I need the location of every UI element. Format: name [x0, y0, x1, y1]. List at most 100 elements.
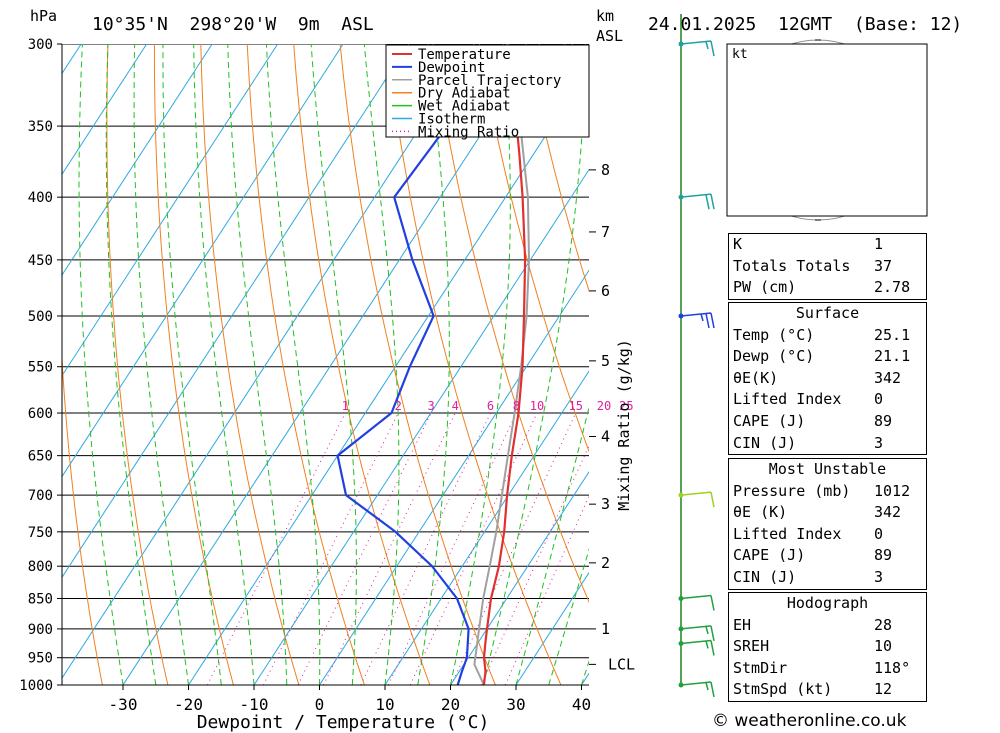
- pressure-tick-label: 1000: [19, 678, 53, 694]
- mixing-ratio-line: [297, 412, 432, 685]
- index-row: StmDir 118°: [729, 658, 926, 680]
- x-tick-label: 40: [572, 695, 591, 714]
- pressure-tick-label: 800: [28, 559, 53, 575]
- index-value: 118°: [874, 658, 911, 677]
- dry-adiabat-line: [106, 44, 169, 685]
- mixing-ratio-line: [262, 412, 399, 685]
- dry-adiabat-line: [432, 44, 589, 604]
- dry-adiabat-line: [944, 44, 1000, 685]
- x-tick-label: -30: [109, 695, 138, 714]
- pressure-tick-label: 550: [28, 360, 53, 376]
- wet-adiabat-line: [227, 44, 288, 685]
- location-title: 10°35'N 298°20'W 9m ASL: [92, 14, 374, 35]
- mixing-ratio-labels: 1 2 3 4 6 8 10 15 20 25: [342, 399, 634, 413]
- index-value: 12: [874, 680, 893, 699]
- pressure-tick-label: 950: [28, 651, 53, 667]
- mixing-ratio-label: 10: [530, 399, 544, 413]
- pressure-tick-label: 350: [28, 119, 53, 135]
- index-row: CIN (J) 3: [729, 567, 926, 589]
- wind-barb-feather: [710, 681, 715, 698]
- index-row: PW (cm) 2.78: [729, 277, 926, 299]
- section-title: Surface: [795, 304, 860, 322]
- height-tick-label: 6: [601, 282, 610, 300]
- index-label: CIN (J): [733, 567, 797, 586]
- index-label: Lifted Index: [733, 390, 842, 409]
- section-title: Hodograph: [786, 594, 869, 612]
- index-value: 0: [874, 524, 884, 543]
- wind-barb-feather: [710, 194, 715, 210]
- height-tick-label: 8: [601, 161, 610, 179]
- mixing-ratio-label: 8: [513, 399, 520, 413]
- wet-adiabat-line: [450, 44, 511, 685]
- mixing-ratio-label: 1: [342, 399, 349, 413]
- index-row: Totals Totals 37: [729, 256, 926, 278]
- credit-link[interactable]: © weatheronline.co.uk: [712, 711, 907, 731]
- mixing-ratio-line: [206, 412, 346, 685]
- index-value: 1012: [874, 481, 911, 500]
- pressure-tick-label: 600: [28, 406, 53, 422]
- wind-barb: [678, 312, 715, 329]
- height-unit: km: [596, 7, 614, 25]
- wet-adiabat-line: [105, 44, 157, 685]
- index-label: CAPE (J): [733, 546, 806, 565]
- x-axis-title: Dewpoint / Temperature (°C): [197, 712, 490, 733]
- isotherm-line: [450, 471, 589, 685]
- pressure-tick-label: 500: [28, 309, 53, 325]
- pressure-tick-label: 400: [28, 190, 53, 206]
- isotherm-line: [319, 269, 589, 685]
- isotherm-line: [62, 44, 475, 679]
- mixing-ratio-line: [409, 412, 538, 685]
- most-unstable-table: Most Unstable Pressure (mb) 1012 θE (K) 34…: [728, 458, 927, 590]
- mixing-ratio-label: 3: [427, 399, 434, 413]
- wet-adiabat-line: [78, 44, 124, 685]
- wind-barb-feather: [710, 640, 715, 656]
- isotherm-line: [515, 571, 589, 685]
- index-label: θE(K): [733, 368, 779, 387]
- wind-barb: [678, 491, 715, 508]
- height-tick-label: LCL: [608, 655, 635, 673]
- index-row: Lifted Index 0: [729, 524, 926, 546]
- index-label: K: [733, 235, 743, 253]
- isotherm-line: [62, 44, 344, 478]
- index-label: StmSpd (kt): [733, 680, 833, 699]
- isotherm-line: [62, 44, 279, 377]
- height-tick-label: 2: [601, 554, 610, 572]
- axes: 3003504004505005506006507007508008509009…: [19, 37, 591, 714]
- wind-barb-feather: [710, 595, 715, 611]
- wind-barb-shaft: [680, 594, 712, 600]
- index-row: CAPE (J) 89: [729, 411, 926, 433]
- pressure-tick-label: 750: [28, 525, 53, 541]
- wet-adiabat-line: [548, 547, 589, 685]
- index-label: θE (K): [733, 503, 788, 522]
- index-value: 25.1: [874, 325, 911, 344]
- height-tick-label: 1: [601, 620, 610, 638]
- x-tick-label: 30: [506, 695, 525, 714]
- wind-barb-shaft: [680, 491, 712, 496]
- isotherm-line: [62, 44, 410, 579]
- index-row: θE(K) 342: [729, 368, 926, 390]
- height-axis: 8 7 6 5 4 3 2 1 LCL: [589, 161, 635, 673]
- hodograph-table: Hodograph EH 28 SREH 10 StmDir 118° StmSpd …: [728, 592, 927, 702]
- index-label: CIN (J): [733, 433, 797, 452]
- isotherm-line: [62, 44, 213, 276]
- dry-adiabat-line: [990, 44, 1000, 685]
- wet-adiabat-line: [162, 44, 222, 685]
- index-row: StmSpd (kt) 12: [729, 679, 926, 701]
- hodograph-unit: kt: [732, 47, 748, 62]
- index-label: PW (cm): [733, 278, 797, 297]
- x-tick-label: -10: [240, 695, 269, 714]
- index-value: 37: [874, 256, 893, 275]
- wind-barb-feather: [710, 40, 715, 57]
- height-unit-sub: ASL: [596, 27, 623, 45]
- mixing-ratio-axis-title: Mixing Ratio (g/kg): [615, 339, 633, 511]
- mixing-ratio-line: [480, 444, 589, 685]
- isotherm-line: [122, 44, 541, 685]
- wind-barb: [678, 639, 715, 656]
- wind-barb-half-feather: [705, 41, 709, 50]
- legend-box: [385, 44, 590, 138]
- x-tick-label: -20: [174, 695, 203, 714]
- dry-adiabat-line: [246, 44, 365, 685]
- section-title: Most Unstable: [768, 460, 887, 478]
